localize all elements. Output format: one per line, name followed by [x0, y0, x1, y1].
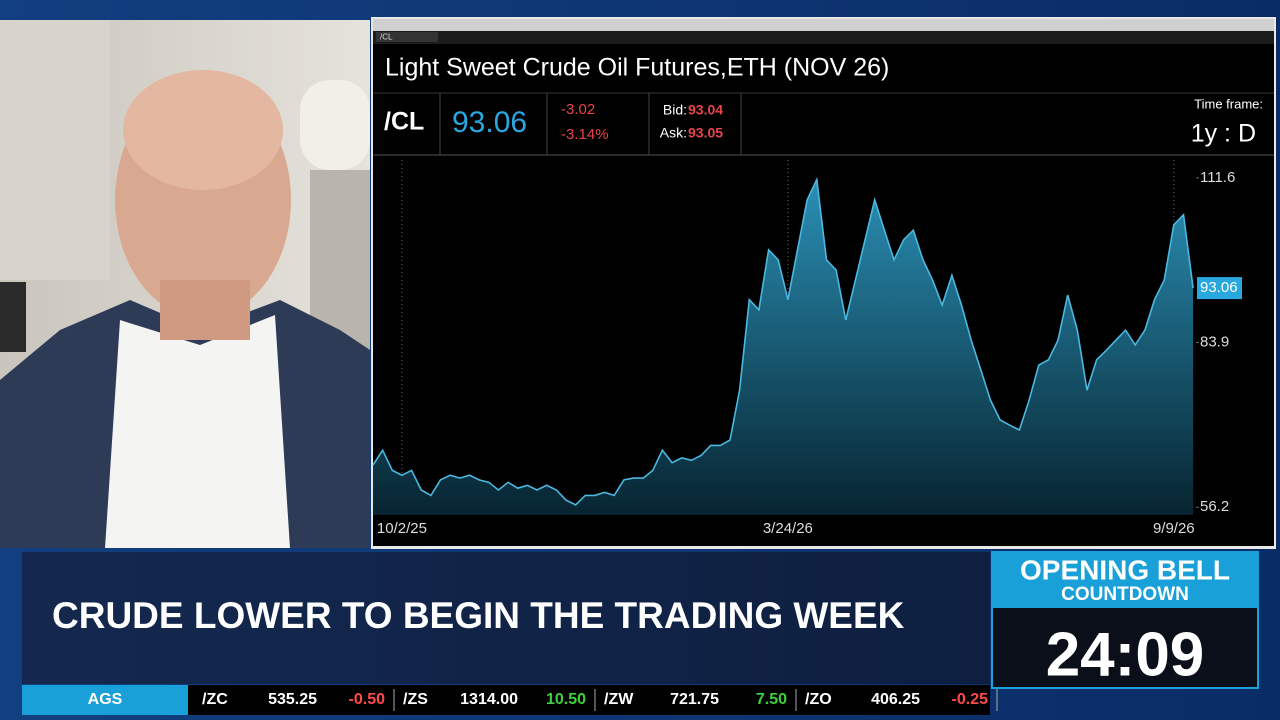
- area-fill: [373, 179, 1194, 515]
- ticker-symbol: /ZC: [202, 691, 228, 708]
- lower-third: [22, 552, 990, 684]
- timeframe[interactable]: 1y : D: [1191, 120, 1256, 148]
- ticker-symbol: /ZW: [604, 691, 634, 708]
- y-tick-label: 56.2: [1200, 498, 1229, 515]
- ask: 93.05: [688, 125, 723, 141]
- quote-last: 93.06: [452, 106, 527, 139]
- plot: 10/2/25 3/24/26 9/9/26 56.2 83.9 111.6 93.06: [372, 160, 1242, 537]
- ticker-change: -0.50: [349, 691, 386, 708]
- quote-change-pct: -3.14%: [561, 126, 609, 143]
- countdown-title: OPENING BELL: [1020, 554, 1230, 585]
- ask-label: Ask:: [660, 125, 687, 141]
- ticker-section-label: AGS: [88, 691, 123, 708]
- ticker-items: /ZC 535.25 -0.50/ZS 1314.00 10.50/ZW 721.75 7.…: [202, 689, 998, 711]
- ticker-change: 7.50: [756, 691, 787, 708]
- quote-change: -3.02: [561, 101, 595, 118]
- ticker-price: 1314.00: [460, 691, 518, 708]
- x-tick-label: 9/9/26: [1153, 520, 1195, 537]
- ticker-section: [22, 685, 188, 715]
- ticker-change: -0.25: [952, 691, 989, 708]
- window-toolbar: [373, 31, 1274, 44]
- ticker-price: 535.25: [268, 691, 317, 708]
- x-tick-label: 3/24/26: [763, 520, 813, 537]
- ticker-price: 406.25: [871, 691, 920, 708]
- ticker-price: 721.75: [670, 691, 719, 708]
- video-feed: [0, 20, 370, 548]
- timeframe-label: Time frame:: [1194, 96, 1263, 111]
- countdown-header: [993, 553, 1257, 608]
- bid-label: Bid:: [663, 102, 687, 118]
- last-price-tag: [1197, 277, 1242, 300]
- window-titlebar: [373, 19, 1274, 31]
- x-tick-label: 10/2/25: [377, 520, 427, 537]
- chart-title: Light Sweet Crude Oil Futures,ETH (NOV 2…: [385, 54, 889, 82]
- countdown-time: 24:09: [1046, 620, 1205, 689]
- quote-symbol: /CL: [384, 108, 424, 136]
- ticker-change: 10.50: [546, 691, 586, 708]
- last-price-label: 93.06: [1200, 279, 1238, 296]
- ticker-symbol: /ZS: [403, 691, 428, 708]
- countdown-subtitle: COUNTDOWN: [1061, 584, 1189, 605]
- symbol-input[interactable]: [376, 32, 438, 42]
- symbol-input-text: /CL: [380, 33, 393, 42]
- y-tick-label: 111.6: [1200, 169, 1235, 186]
- ticker-symbol: /ZO: [805, 691, 832, 708]
- price-line: [372, 176, 1194, 506]
- headline: CRUDE LOWER TO BEGIN THE TRADING WEEK: [52, 595, 905, 636]
- bid: 93.04: [688, 102, 723, 118]
- y-tick-label: 83.9: [1200, 334, 1229, 351]
